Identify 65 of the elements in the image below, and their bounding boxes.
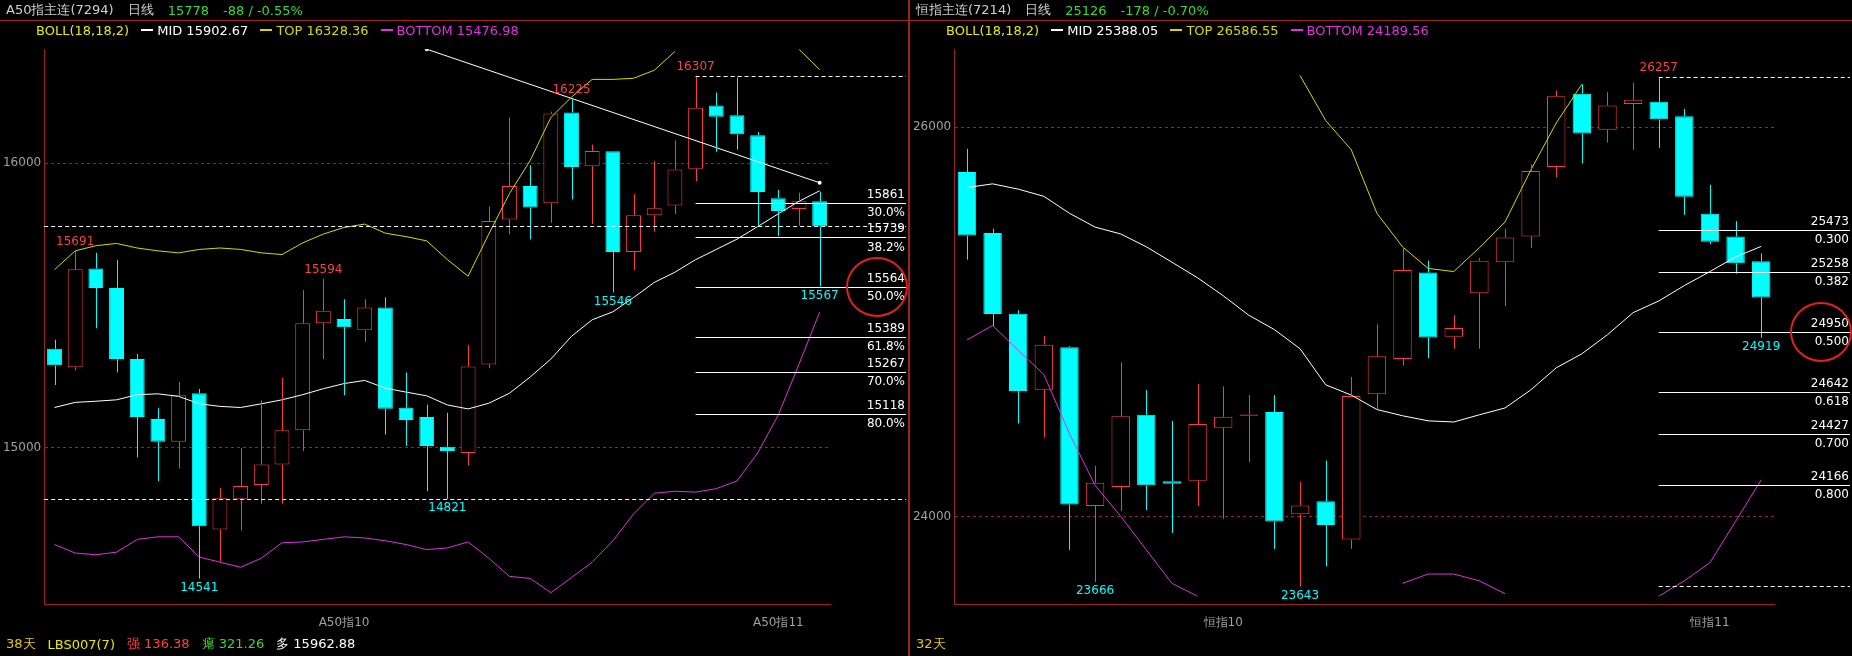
ref-line-label: 24166 — [1810, 468, 1849, 483]
ref-line-label: 15389 — [866, 320, 905, 335]
annotation: 23643 — [1280, 587, 1320, 602]
annotation: 38.2% — [866, 239, 905, 254]
legend-label: BOTTOM 24189.56 — [1305, 22, 1429, 38]
annotation: 16307 — [676, 58, 715, 73]
annotation: 50.0% — [866, 289, 905, 304]
ref-line-label: 15564 — [866, 270, 905, 285]
annotation: 80.0% — [866, 416, 905, 431]
legend-label: MID 15902.67 — [156, 22, 249, 38]
y-tick-label: 16000 — [2, 155, 42, 170]
annotation: 14821 — [428, 500, 467, 515]
x-tick-label: A50指10 — [318, 614, 370, 629]
x-tick-label: 恒指10 — [1202, 614, 1243, 629]
annotation: 15594 — [304, 261, 343, 276]
annotation: 15691 — [56, 234, 95, 249]
chart-subtitle: 日线 — [1025, 1, 1052, 19]
annotation: 23666 — [1075, 583, 1115, 598]
ref-line-label: 15861 — [866, 186, 905, 201]
chart-title: 恒指主连(7214) — [916, 1, 1012, 19]
annotation: 16225 — [552, 82, 591, 97]
text: 32天 — [916, 635, 946, 653]
annotation: 70.0% — [866, 374, 905, 389]
annotation: 15567 — [800, 287, 839, 302]
text: 25126 — [1065, 2, 1107, 18]
annotation: 30.0% — [866, 204, 905, 219]
annotation: 15546 — [593, 293, 632, 308]
x-tick-label: A50指11 — [752, 614, 804, 629]
x-tick-label: 恒指11 — [1689, 614, 1730, 629]
y-tick-label: 15000 — [2, 440, 42, 455]
text: 多 15962.88 — [276, 635, 356, 653]
y-tick-label: 24000 — [912, 509, 952, 524]
legend-label: TOP 16328.36 — [275, 22, 369, 38]
text: 强 136.38 — [126, 635, 190, 653]
legend-label: MID 25388.05 — [1066, 22, 1159, 38]
legend-label: TOP 26586.55 — [1185, 22, 1279, 38]
text: LBS007(7) — [47, 636, 115, 652]
legend-title: BOLL(18,18,2) — [946, 22, 1040, 38]
ref-line-label: 15267 — [866, 355, 905, 370]
chart-subtitle: 日线 — [127, 1, 154, 19]
annotation: 0.382 — [1814, 273, 1849, 288]
annotation: 0.800 — [1814, 486, 1849, 501]
annotation: 0.700 — [1814, 435, 1849, 450]
text: 瘪 321.26 — [201, 635, 265, 653]
ref-line-label: 24642 — [1810, 375, 1849, 390]
annotation: 26257 — [1639, 60, 1678, 75]
text: 15778 — [167, 2, 210, 18]
annotation: 61.8% — [866, 339, 905, 354]
chart-title: A50指主连(7294) — [6, 1, 114, 19]
ref-line-label: 25258 — [1810, 255, 1849, 270]
legend-title: BOLL(18,18,2) — [36, 22, 130, 38]
text: -178 / -0.70% — [1120, 2, 1209, 18]
text: -88 / -0.55% — [223, 2, 303, 18]
ref-line-label: 24950 — [1810, 315, 1849, 330]
annotation: 24919 — [1742, 338, 1781, 353]
legend-label: BOTTOM 15476.98 — [395, 22, 519, 38]
annotation: 0.618 — [1814, 393, 1849, 408]
ref-line-label: 25473 — [1810, 213, 1849, 228]
annotation: 14541 — [180, 579, 219, 594]
annotation: 0.500 — [1814, 333, 1849, 348]
text: 38天 — [6, 635, 36, 653]
y-tick-label: 26000 — [912, 119, 952, 134]
annotation: 0.300 — [1814, 231, 1849, 246]
ref-line-label: 24427 — [1810, 417, 1849, 432]
ref-line-label: 15118 — [866, 397, 905, 412]
